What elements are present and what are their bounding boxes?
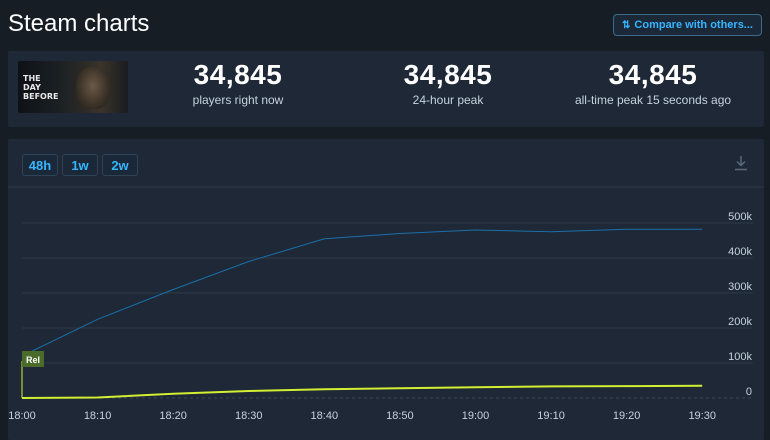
x-tick-label: 18:30 <box>235 410 263 422</box>
download-icon[interactable] <box>734 155 748 171</box>
game-art-figure <box>76 67 110 109</box>
x-tick-label: 18:10 <box>84 410 112 422</box>
range-1w-button[interactable]: 1w <box>62 154 98 176</box>
y-tick-label: 200k <box>728 316 752 328</box>
stat-players-now: 34,845 players right now <box>158 59 318 107</box>
stats-panel: THE DAY BEFORE 34,845 players right now … <box>8 51 764 127</box>
chart-panel: 48h 1w 2w 0 100k 200k 300k 400k 500k 18:00 18:1… <box>8 139 764 440</box>
y-tick-label: 100k <box>728 351 752 363</box>
game-logo: THE DAY BEFORE <box>23 74 59 101</box>
series-line <box>21 228 703 357</box>
x-tick-label: 19:00 <box>462 410 490 422</box>
stat-value: 34,845 <box>193 59 283 90</box>
x-tick-label: 18:40 <box>311 410 339 422</box>
x-tick-label: 18:00 <box>8 410 36 422</box>
x-tick-label: 18:20 <box>159 410 187 422</box>
page-title: Steam charts <box>8 10 150 37</box>
compare-icon: ⇅ <box>622 19 631 31</box>
stat-value: 34,845 <box>403 59 493 90</box>
x-tick-label: 19:20 <box>613 410 641 422</box>
stat-label: 24-hour peak <box>412 93 484 107</box>
range-2w-button[interactable]: 2w <box>102 154 138 176</box>
stat-label: all-time peak 15 seconds ago <box>574 93 732 107</box>
game-thumbnail[interactable]: THE DAY BEFORE <box>18 61 128 113</box>
x-tick-label: 19:10 <box>537 410 565 422</box>
compare-button-label: Compare with others... <box>634 19 753 31</box>
y-tick-label: 500k <box>728 211 752 223</box>
x-tick-label: 19:30 <box>688 410 716 422</box>
compare-button[interactable]: ⇅ Compare with others... <box>613 14 762 36</box>
release-marker-label: Rel <box>26 355 40 365</box>
y-tick-label: 300k <box>728 281 752 293</box>
x-tick-label: 18:50 <box>386 410 414 422</box>
stat-label: players right now <box>192 93 284 107</box>
y-tick-label: 0 <box>746 386 752 398</box>
series-line <box>21 384 703 399</box>
player-chart[interactable]: 0 100k 200k 300k 400k 500k 18:00 18:10 18:20 18:3… <box>8 139 764 440</box>
release-marker <box>22 351 44 367</box>
y-tick-label: 400k <box>728 246 752 258</box>
range-48h-button[interactable]: 48h <box>22 154 58 176</box>
stat-value: 34,845 <box>608 59 698 90</box>
stat-24h-peak: 34,845 24-hour peak <box>368 59 528 107</box>
stat-all-time-peak: 34,845 all-time peak 15 seconds ago <box>553 59 753 107</box>
